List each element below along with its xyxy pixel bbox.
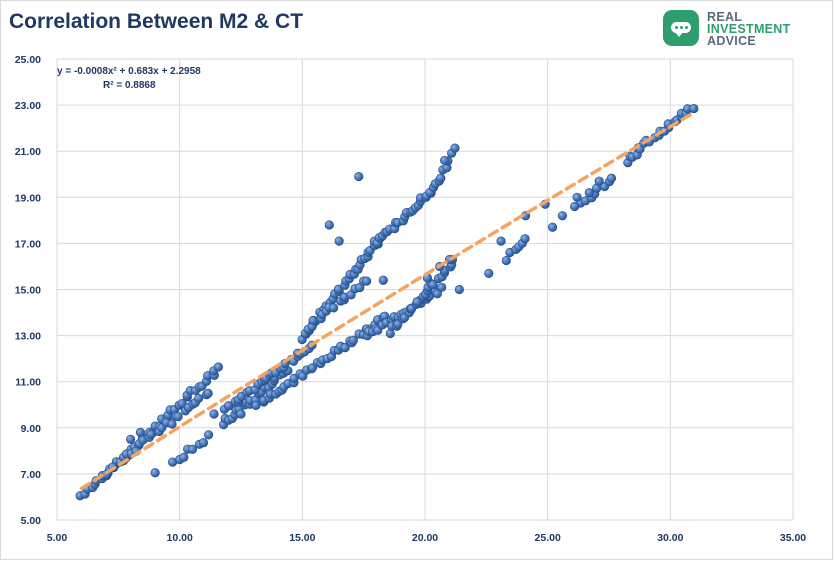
data-point <box>440 155 450 166</box>
x-tick-label: 25.00 <box>535 532 561 544</box>
data-point <box>224 401 234 411</box>
data-point <box>436 173 446 183</box>
logo-line-2: INVESTMENT <box>707 22 791 36</box>
data-point <box>354 171 364 182</box>
data-point <box>378 275 388 285</box>
data-point <box>340 343 350 353</box>
data-point <box>179 452 189 462</box>
data-point <box>146 429 156 439</box>
y-tick-label: 23.00 <box>15 100 41 112</box>
data-point <box>432 289 442 299</box>
data-point <box>594 176 604 186</box>
data-point <box>198 438 209 448</box>
y-tick-label: 13.00 <box>15 331 41 343</box>
brand-logo: REAL INVESTMENT ADVICE <box>663 10 823 50</box>
data-point <box>126 434 136 444</box>
trendline-path <box>79 111 695 491</box>
data-point <box>348 335 358 345</box>
data-point <box>606 173 617 183</box>
data-point <box>496 236 506 246</box>
y-tick-label: 17.00 <box>15 238 41 250</box>
data-point <box>570 201 580 212</box>
y-tick-label: 25.00 <box>15 54 41 66</box>
data-point <box>454 284 464 295</box>
data-point <box>437 282 447 292</box>
data-point <box>584 188 594 198</box>
data-point <box>194 393 204 403</box>
data-point <box>203 430 214 440</box>
x-tick-label: 35.00 <box>780 532 806 544</box>
data-point <box>251 400 261 411</box>
data-point <box>557 211 567 221</box>
data-point <box>520 234 530 244</box>
x-tick-label: 20.00 <box>412 532 438 544</box>
data-point <box>689 103 699 114</box>
data-point <box>572 192 582 202</box>
data-point <box>329 303 339 313</box>
data-point <box>333 284 343 294</box>
data-point <box>308 316 318 326</box>
y-tick-label: 7.00 <box>21 469 42 481</box>
y-tick-label: 11.00 <box>15 377 41 389</box>
y-tick-label: 19.00 <box>15 192 41 204</box>
grid-lines <box>56 58 794 521</box>
data-point <box>484 268 494 278</box>
data-point <box>547 222 558 232</box>
data-point <box>209 409 219 419</box>
x-tick-label: 15.00 <box>289 532 315 544</box>
data-point <box>324 220 334 230</box>
logo-line-1: REAL <box>707 10 743 24</box>
data-point <box>150 468 160 478</box>
chart-title: Correlation Between M2 & CT <box>9 10 304 33</box>
data-point <box>385 328 395 339</box>
x-tick-label: 30.00 <box>657 532 683 544</box>
data-point <box>450 143 460 153</box>
data-point <box>203 388 213 398</box>
r-squared-label: R² = 0.8868 <box>103 80 156 91</box>
x-tick-label: 10.00 <box>167 532 193 544</box>
y-tick-label: 21.00 <box>15 146 41 158</box>
data-point <box>412 297 422 307</box>
data-point <box>187 444 198 454</box>
axis-tick-labels: 5.00 7.00 9.00 11.00 13.00 15.00 17.00 19.00 21.… <box>15 54 807 544</box>
data-point <box>428 280 438 290</box>
data-points <box>75 103 699 501</box>
data-point <box>236 409 246 419</box>
chat-bubble-icon <box>663 10 699 46</box>
y-tick-label: 9.00 <box>21 423 42 435</box>
logo-line-3: ADVICE <box>707 34 757 48</box>
data-point <box>334 236 344 246</box>
trendline <box>79 111 695 491</box>
data-point <box>362 276 372 286</box>
data-point <box>173 411 183 422</box>
x-tick-label: 5.00 <box>47 532 68 544</box>
y-tick-label: 15.00 <box>15 285 41 297</box>
data-point <box>135 427 146 438</box>
data-point <box>213 362 223 372</box>
trend-equation: y = -0.0008x² + 0.683x + 2.2958 <box>57 66 201 77</box>
y-tick-label: 5.00 <box>21 515 42 527</box>
data-point <box>501 255 511 266</box>
data-point <box>167 419 177 429</box>
